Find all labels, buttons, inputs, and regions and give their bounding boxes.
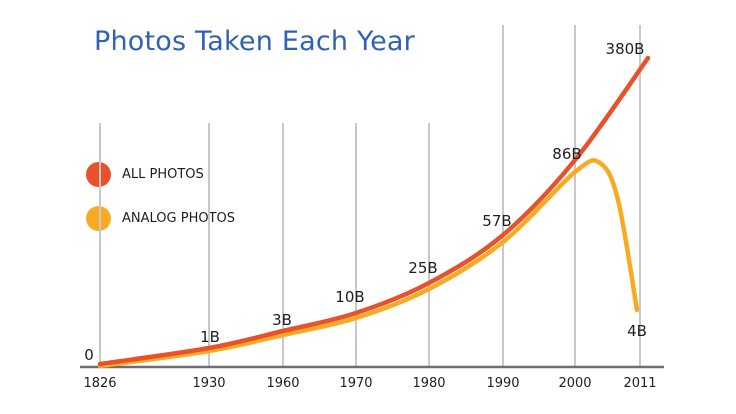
x-tick-label-1930: 1930 [192, 376, 225, 391]
x-tick-label-1980: 1980 [412, 376, 445, 391]
legend-swatch-all-photos [86, 162, 111, 187]
data-label-all-1980: 25B [408, 259, 437, 277]
origin-label: 0 [84, 346, 94, 364]
data-label-all-1960: 3B [272, 311, 292, 329]
data-label-all-1990: 57B [482, 212, 511, 230]
x-tick-label-2000: 2000 [558, 376, 591, 391]
series-line-all-photos [97, 55, 651, 367]
chart-title: Photos Taken Each Year [94, 26, 415, 57]
x-tick-label-2011: 2011 [623, 376, 656, 391]
legend-label-analog-photos: ANALOG PHOTOS [122, 211, 236, 226]
legend-label-all-photos: ALL PHOTOS [122, 167, 204, 182]
data-label-all-2000: 86B [552, 145, 581, 163]
data-label-all-1970: 10B [335, 288, 364, 306]
x-tick-label-1960: 1960 [266, 376, 299, 391]
data-label-all-1930: 1B [200, 328, 220, 346]
data-label-all-2011: 380B [606, 40, 645, 58]
x-tick-label-1990: 1990 [486, 376, 519, 391]
series-line-analog-photos [97, 158, 640, 369]
legend-swatch-analog-photos [86, 206, 111, 231]
x-tick-label-1826: 1826 [83, 376, 116, 391]
x-tick-label-1970: 1970 [339, 376, 372, 391]
data-label-analog-2011: 4B [627, 322, 647, 340]
